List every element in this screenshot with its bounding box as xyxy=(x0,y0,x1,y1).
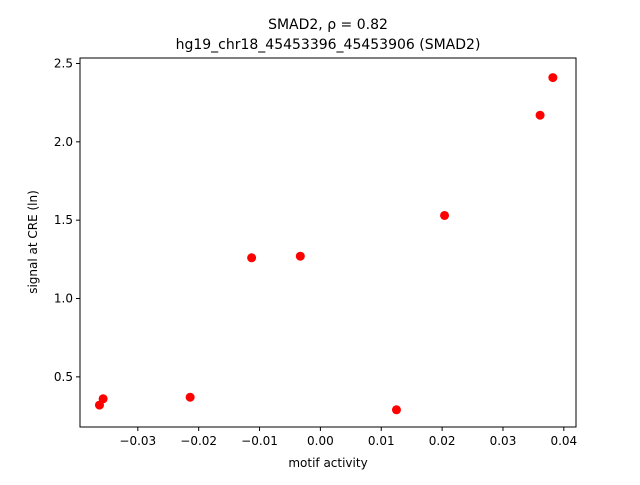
plot-area-frame xyxy=(79,57,577,428)
y-tick-label: 2.5 xyxy=(54,56,73,70)
data-point xyxy=(98,394,108,404)
x-tick-label: 0.01 xyxy=(368,434,395,448)
data-point xyxy=(247,253,257,263)
chart-title-line-2: hg19_chr18_45453396_45453906 (SMAD2) xyxy=(176,37,481,53)
data-point xyxy=(185,392,195,402)
x-tick-label: 0.02 xyxy=(429,434,456,448)
data-point xyxy=(548,73,558,83)
x-tick-label: −0.03 xyxy=(119,434,156,448)
data-points xyxy=(94,73,558,415)
x-tick-label: 0.00 xyxy=(307,434,334,448)
x-tick-label: −0.01 xyxy=(241,434,278,448)
data-point xyxy=(440,210,450,220)
data-point xyxy=(535,110,545,120)
y-axis-label: signal at CRE (ln) xyxy=(26,190,40,294)
data-point xyxy=(391,405,401,415)
y-tick-label: 0.5 xyxy=(54,370,73,384)
x-axis-label: motif activity xyxy=(288,456,367,470)
y-axis: 0.5 1.0 1.5 2.0 2.5 xyxy=(54,56,80,384)
data-point xyxy=(295,251,305,261)
x-axis: −0.03 −0.02 −0.01 0.00 0.01 0.02 0.03 0.04 xyxy=(119,427,577,448)
y-tick-label: 2.0 xyxy=(54,135,73,149)
y-tick-label: 1.5 xyxy=(54,213,73,227)
y-tick-label: 1.0 xyxy=(54,292,73,306)
x-tick-label: 0.03 xyxy=(490,434,517,448)
x-tick-label: −0.02 xyxy=(180,434,217,448)
x-tick-label: 0.04 xyxy=(550,434,577,448)
chart-title-line-1: SMAD2, ρ = 0.82 xyxy=(268,17,388,33)
